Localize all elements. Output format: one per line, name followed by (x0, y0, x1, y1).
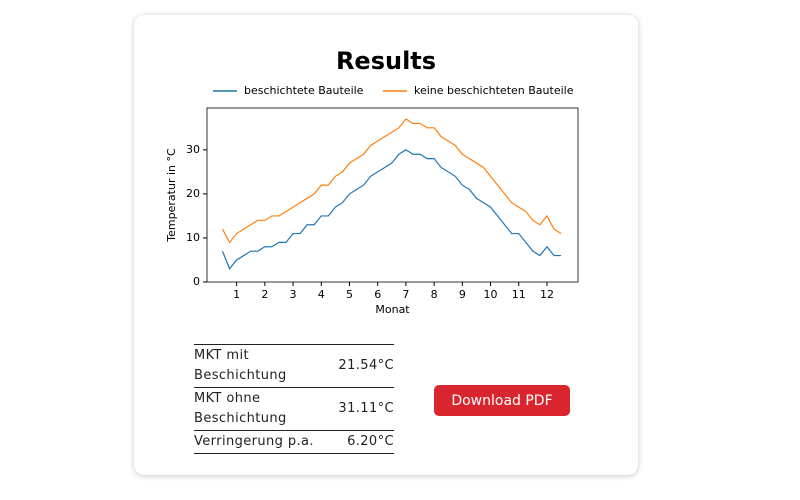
table-row: MKT mit Beschichtung 21.54°C (194, 344, 394, 388)
x-tick-label: 12 (540, 288, 554, 301)
legend-label: keine beschichteten Bauteile (414, 84, 574, 97)
x-tick-label: 3 (290, 288, 297, 301)
download-button[interactable]: Download PDF (434, 385, 570, 416)
x-tick-label: 8 (431, 288, 438, 301)
x-tick-label: 7 (402, 288, 409, 301)
x-tick-label: 5 (346, 288, 353, 301)
table-value: 6.20°C (338, 430, 394, 454)
y-tick-label: 30 (186, 143, 200, 156)
y-axis-label: Temperatur in °C (165, 148, 178, 243)
table-value: 21.54°C (338, 344, 394, 388)
table-label: MKT mit Beschichtung (194, 344, 339, 388)
legend-label: beschichtete Bauteile (244, 84, 364, 97)
results-table: MKT mit Beschichtung 21.54°C MKT ohne Besc… (194, 344, 394, 454)
y-tick-label: 20 (186, 187, 200, 200)
x-tick-label: 4 (318, 288, 325, 301)
card-title: Results (335, 47, 437, 75)
y-tick-label: 10 (186, 231, 200, 244)
table-label: MKT ohne Beschichtung (194, 387, 339, 431)
table-row: Verringerung p.a. 6.20°C (194, 430, 394, 454)
x-tick-label: 1 (233, 288, 240, 301)
y-tick-label: 0 (193, 275, 200, 288)
x-tick-label: 11 (512, 288, 526, 301)
x-tick-label: 6 (374, 288, 381, 301)
plot-frame (206, 107, 579, 283)
series-line (221, 149, 562, 270)
x-tick-label: 10 (484, 288, 498, 301)
x-tick-label: 9 (459, 288, 466, 301)
x-axis-label: Monat (375, 303, 410, 316)
x-tick-label: 2 (261, 288, 268, 301)
table-label: Verringerung p.a. (194, 430, 339, 454)
table-value: 31.11°C (338, 387, 394, 431)
table-row: MKT ohne Beschichtung 31.11°C (194, 387, 394, 431)
series-line (221, 118, 562, 244)
table-body: MKT mit Beschichtung 21.54°C MKT ohne Besc… (194, 344, 394, 454)
